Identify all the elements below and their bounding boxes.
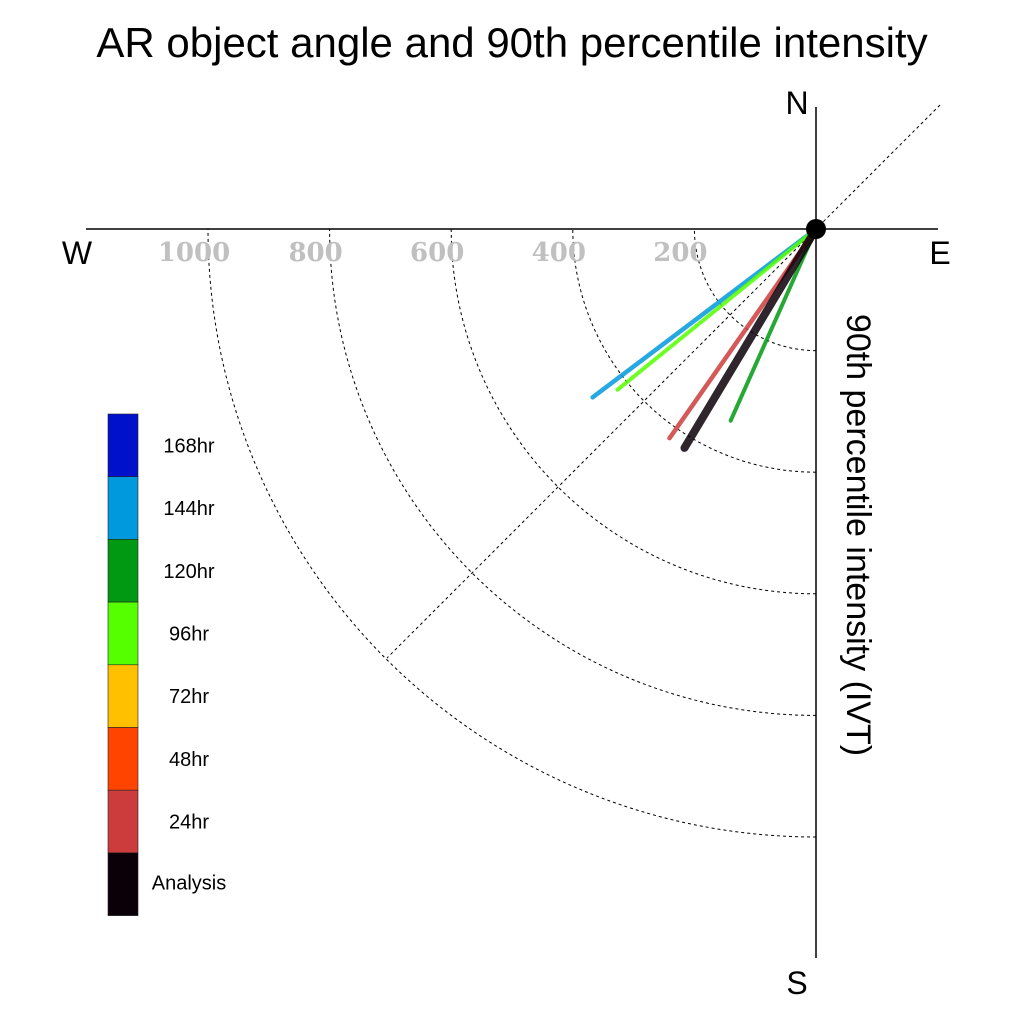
origin-marker xyxy=(806,219,826,239)
legend-label-96hr: 96hr xyxy=(169,623,209,645)
compass-label-east: E xyxy=(929,235,950,271)
grid-arc-200 xyxy=(693,228,817,352)
legend-swatch-96hr xyxy=(107,601,139,666)
legend-swatch-144hr xyxy=(107,476,139,540)
legend: 168hr 144hr 120hr 96hr 72hr 48hr 24hr Analysis xyxy=(107,413,226,916)
legend-label-analysis: Analysis xyxy=(152,872,226,894)
series-line-analysis xyxy=(680,225,820,452)
radial-axis-label: 90th percentile intensity (IVT) xyxy=(839,314,877,756)
series-line-120hr xyxy=(728,227,818,423)
grid-arc-1000 xyxy=(207,228,817,838)
compass-label-north: N xyxy=(785,85,808,121)
tick-label-200: 200 xyxy=(653,238,707,268)
legend-swatch-48hr xyxy=(107,727,139,791)
legend-swatch-analysis xyxy=(107,852,139,916)
grid-arc-800 xyxy=(329,228,817,716)
chart-title: AR object angle and 90th percentile inte… xyxy=(96,19,927,66)
grid-arc-600 xyxy=(450,228,817,595)
polar-grid xyxy=(207,104,941,838)
legend-swatch-72hr xyxy=(107,664,139,728)
compass-axes: N S E W xyxy=(62,85,951,1001)
tick-label-1000: 1000 xyxy=(158,238,230,268)
diagonal-guide xyxy=(386,104,941,659)
legend-label-144hr: 144hr xyxy=(163,498,214,520)
series-line-96hr xyxy=(615,227,818,392)
tick-label-600: 600 xyxy=(410,238,464,268)
grid-arc-400 xyxy=(572,228,817,473)
legend-label-168hr: 168hr xyxy=(163,435,214,457)
legend-label-120hr: 120hr xyxy=(163,561,214,583)
legend-label-72hr: 72hr xyxy=(169,686,209,708)
legend-swatch-24hr xyxy=(107,789,139,854)
compass-label-south: S xyxy=(786,965,807,1001)
compass-label-west: W xyxy=(62,235,93,271)
tick-label-400: 400 xyxy=(532,238,586,268)
legend-label-24hr: 24hr xyxy=(169,812,209,834)
legend-label-48hr: 48hr xyxy=(169,749,209,771)
tick-label-800: 800 xyxy=(288,238,342,268)
legend-swatch-120hr xyxy=(107,539,139,603)
series-lines xyxy=(590,219,826,452)
legend-swatch-168hr xyxy=(107,413,139,478)
radial-ticks: 200 400 600 800 1000 xyxy=(158,238,708,268)
